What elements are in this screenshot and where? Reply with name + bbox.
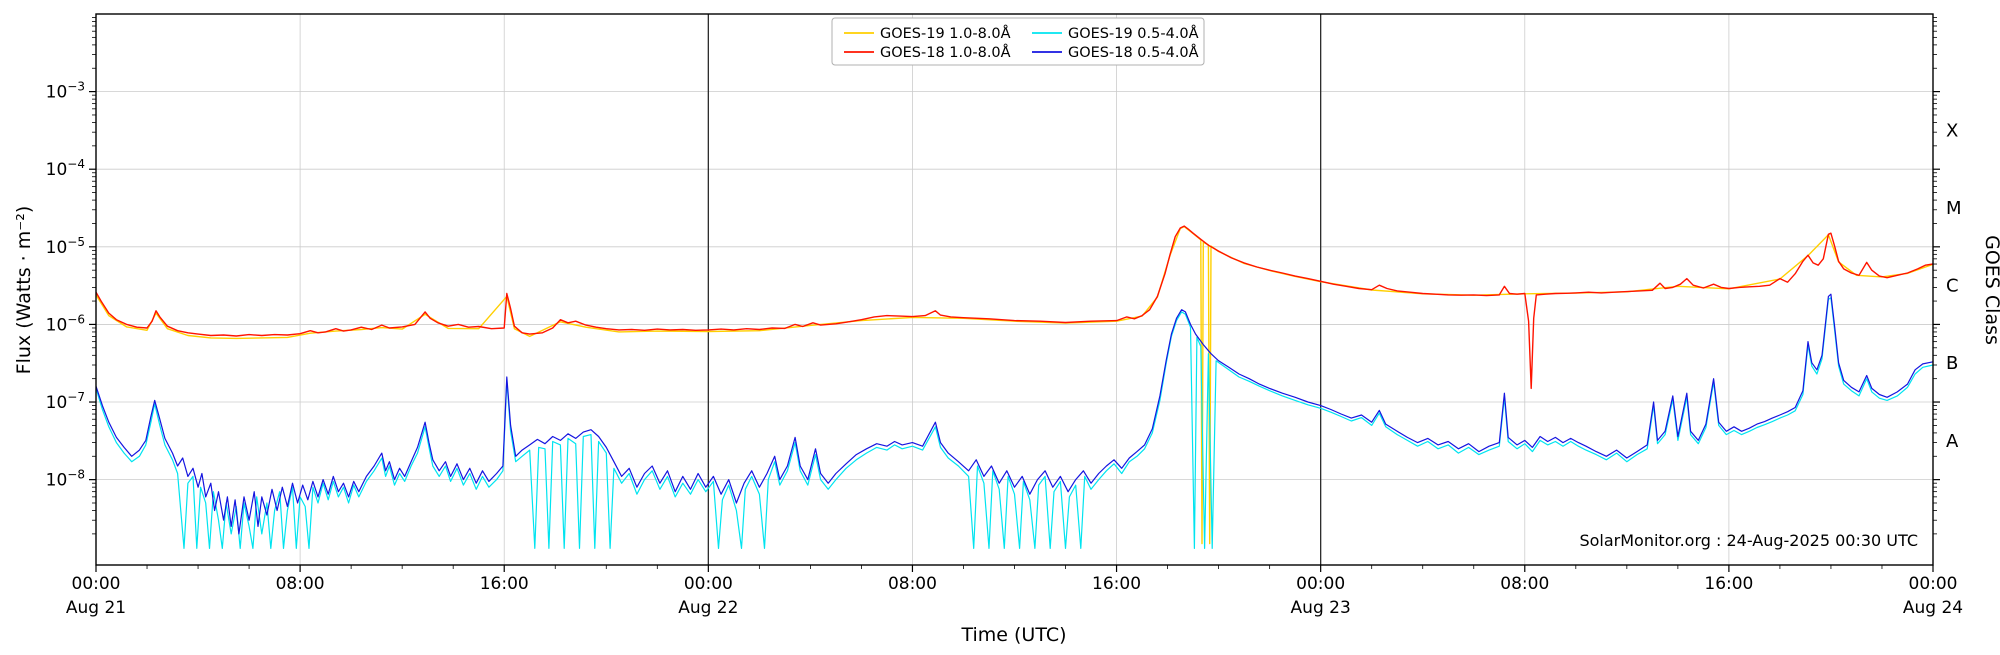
x-date-label: Aug 22 (678, 598, 738, 618)
watermark: SolarMonitor.org : 24-Aug-2025 00:30 UTC (1579, 531, 1918, 550)
y-tick-label: 10−6 (46, 312, 85, 335)
y-axis-title: Flux (Watts · m⁻²) (13, 206, 35, 375)
x-tick-label: 08:00 (276, 574, 325, 594)
x-date-label: Aug 23 (1291, 598, 1351, 618)
series-line-goes19-short (95, 297, 1934, 550)
x-date-label: Aug 21 (66, 598, 126, 618)
y-tick-label: 10−8 (46, 468, 85, 491)
series-line-goes18-short (95, 293, 1934, 535)
y-tick-label: 10−7 (46, 390, 85, 413)
y-tick-label: 10−3 (46, 80, 85, 103)
x-tick-label: 00:00 (72, 574, 121, 594)
x-date-label: Aug 24 (1903, 598, 1963, 618)
y-tick-label: 10−4 (46, 157, 85, 180)
goes-class-label: A (1946, 431, 1959, 452)
goes-class-label: M (1946, 198, 1962, 219)
x-tick-label: 00:00 (1909, 574, 1958, 594)
goes-class-label: C (1946, 276, 1959, 297)
x-tick-label: 16:00 (1704, 574, 1753, 594)
axis-ticks-and-labels: 00:00 08:00 16:00 00:00 08:00 16:00 00:00 08:00… (46, 17, 1963, 618)
x-tick-label: 08:00 (888, 574, 937, 594)
legend-item-label: GOES-19 1.0-8.0Å (880, 25, 1011, 42)
legend: GOES-19 1.0-8.0Å GOES-18 1.0-8.0Å GOES-19 … (831, 17, 1205, 66)
x-tick-label: 00:00 (684, 574, 733, 594)
y-tick-label: 10−5 (46, 235, 85, 258)
legend-box (831, 17, 1205, 66)
x-tick-label: 08:00 (1500, 574, 1549, 594)
x-tick-label: 00:00 (1296, 574, 1345, 594)
goes-class-label: X (1946, 120, 1958, 141)
legend-item-label: GOES-18 0.5-4.0Å (1068, 44, 1199, 61)
x-tick-label: 16:00 (480, 574, 529, 594)
x-axis-title: Time (UTC) (960, 624, 1066, 646)
flux-series-lines (95, 225, 1934, 550)
series-line-goes18-long (95, 225, 1934, 390)
x-tick-label: 16:00 (1092, 574, 1141, 594)
legend-item-label: GOES-19 0.5-4.0Å (1068, 25, 1199, 42)
day-boundary-lines (707, 14, 1322, 565)
goes-class-label: B (1946, 353, 1958, 374)
right-axis-title: GOES Class (1981, 235, 2000, 345)
legend-item-label: GOES-18 1.0-8.0Å (880, 44, 1011, 61)
